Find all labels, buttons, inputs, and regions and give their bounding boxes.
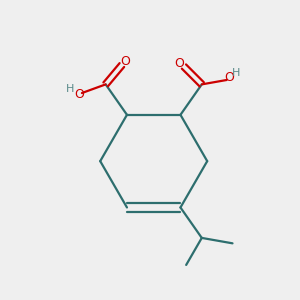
Text: O: O	[74, 88, 84, 101]
Text: H: H	[66, 84, 74, 94]
Text: H: H	[232, 68, 241, 78]
Text: O: O	[175, 57, 184, 70]
Text: O: O	[121, 55, 130, 68]
Text: O: O	[224, 70, 234, 83]
